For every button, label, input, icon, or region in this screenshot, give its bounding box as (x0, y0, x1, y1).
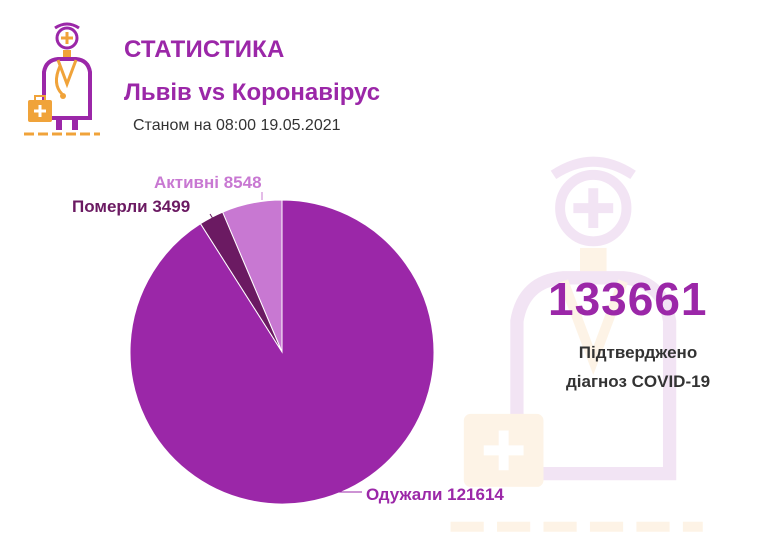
page-title: СТАТИСТИКА (124, 36, 285, 63)
total-caption-line1: Підтверджено (578, 343, 698, 362)
slice-label-died: Померли 3499 (72, 197, 190, 216)
total-cases-number: 133661 (548, 273, 708, 325)
page-subtitle: Львів vs Коронавірус (124, 79, 381, 106)
date-label: Станом на 08:00 19.05.2021 (133, 117, 341, 134)
slice-label-active: Активні 8548 (154, 173, 262, 192)
pie-slice-recovered (129, 199, 435, 505)
slice-label-recovered: Одужали 121614 (366, 485, 504, 504)
doctor-icon (24, 22, 100, 136)
total-caption-line2: діагноз COVID-19 (565, 372, 711, 391)
doctor-watermark-icon (450, 156, 703, 532)
slice-leader-line (209, 213, 216, 223)
